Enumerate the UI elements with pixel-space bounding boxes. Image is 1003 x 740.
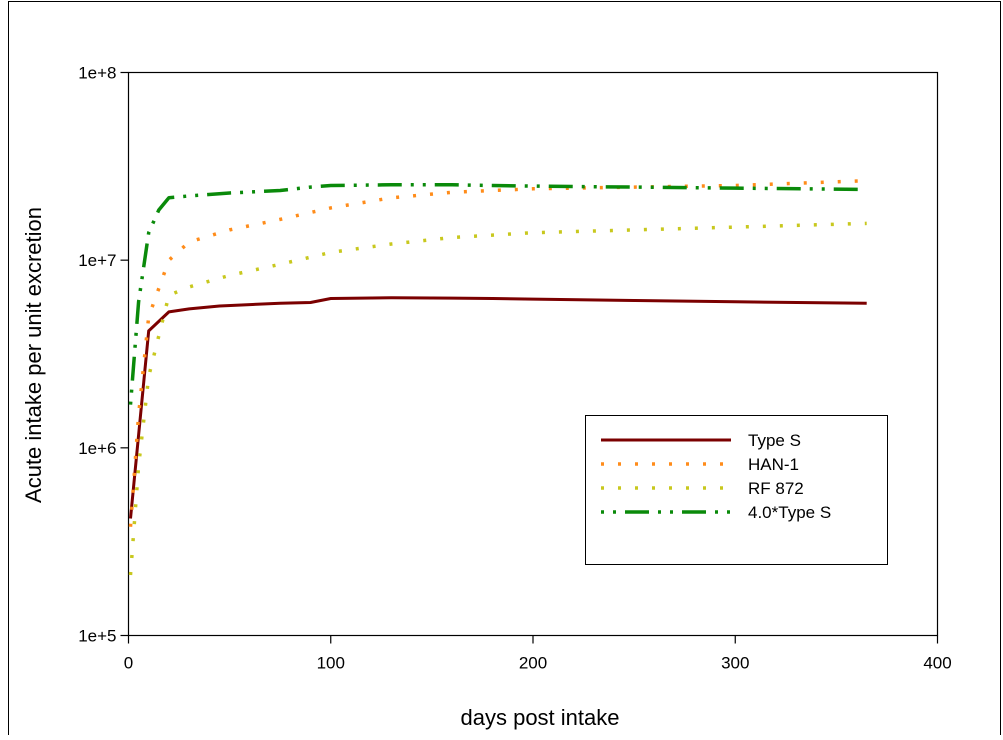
x-tick-label: 200 bbox=[519, 654, 547, 673]
y-tick-label: 1e+6 bbox=[78, 439, 116, 458]
axis-ticks: 0 100 200 300 400 1e+5 1e+6 1e+7 1e+8 bbox=[78, 64, 951, 673]
y-tick-label: 1e+8 bbox=[78, 64, 116, 83]
x-tick-label: 400 bbox=[923, 654, 951, 673]
series-line-han-1 bbox=[128, 178, 867, 527]
x-tick-label: 300 bbox=[721, 654, 749, 673]
series-line-4-0-type-s bbox=[128, 183, 867, 405]
outer-border bbox=[8, 1, 1001, 740]
legend-label: HAN-1 bbox=[748, 455, 799, 474]
legend: Type S HAN-1 RF 872 4.0*Type S bbox=[585, 415, 888, 565]
legend-items: Type S HAN-1 RF 872 4.0*Type S bbox=[601, 431, 831, 522]
x-axis-label: days post intake bbox=[461, 705, 620, 730]
series-layer bbox=[128, 178, 867, 576]
series-line-type-s bbox=[129, 296, 867, 519]
y-tick-label: 1e+7 bbox=[78, 251, 116, 270]
legend-label: RF 872 bbox=[748, 479, 804, 498]
legend-label: Type S bbox=[748, 431, 801, 450]
y-tick-label: 1e+5 bbox=[78, 627, 116, 646]
y-axis-label: Acute intake per unit excretion bbox=[21, 207, 46, 503]
x-tick-label: 100 bbox=[317, 654, 345, 673]
x-tick-label: 0 bbox=[124, 654, 133, 673]
legend-label: 4.0*Type S bbox=[748, 503, 831, 522]
legend-box bbox=[585, 415, 888, 565]
